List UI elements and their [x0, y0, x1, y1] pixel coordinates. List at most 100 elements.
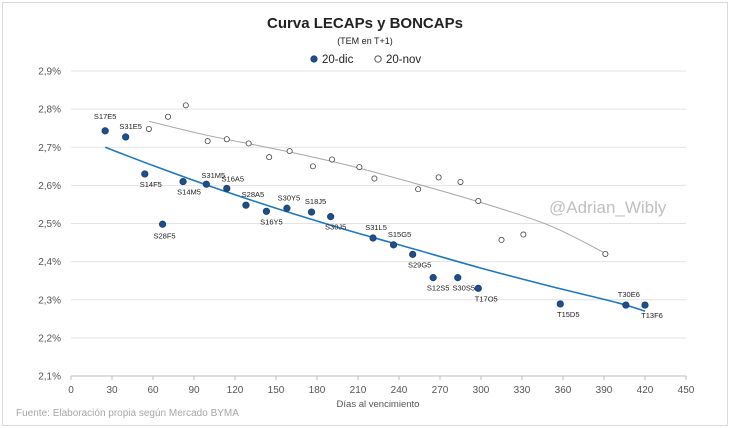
- point-20-dic: [307, 208, 316, 216]
- y-tick-label: 2,1%: [38, 372, 61, 383]
- y-tick-label: 2,2%: [38, 333, 61, 344]
- point-label: S31M5: [201, 171, 225, 180]
- y-tick-label: 2,8%: [38, 105, 61, 116]
- point-label: S14M5: [177, 188, 201, 197]
- point-label: S30J5: [325, 223, 346, 232]
- point-20-dic: [454, 274, 462, 282]
- point-20-nov: [329, 156, 336, 163]
- point-20-dic: [641, 301, 649, 309]
- x-tick-label: 300: [473, 385, 490, 396]
- y-tick-label: 2,9%: [38, 67, 61, 78]
- point-20-dic: [122, 133, 130, 141]
- x-axis-title: Días al vencimiento: [337, 399, 420, 410]
- legend-label-20-nov: 20-nov: [386, 54, 421, 66]
- point-20-nov: [204, 138, 211, 145]
- point-20-nov: [286, 148, 293, 155]
- x-tick-label: 180: [309, 385, 326, 396]
- point-label: S29G5: [408, 260, 431, 269]
- watermark: @Adrian_Wibly: [549, 198, 667, 217]
- point-20-dic: [327, 213, 335, 221]
- x-tick-label: 450: [678, 385, 695, 396]
- y-tick-label: 2,6%: [38, 181, 61, 192]
- data-points: [101, 102, 649, 309]
- point-label: S30Y5: [278, 193, 301, 202]
- source-note: Fuente: Elaboración propia según Mercado…: [16, 408, 239, 419]
- point-20-nov: [371, 175, 378, 182]
- trendline-20-dic: [104, 146, 646, 312]
- legend-label-20-dic: 20-dic: [322, 54, 354, 66]
- point-label: T15D5: [557, 310, 580, 319]
- trendline-20-nov: [148, 120, 606, 254]
- point-20-nov: [266, 154, 273, 161]
- point-label: S18J5: [305, 197, 326, 206]
- legend-marker-20-nov: [374, 55, 382, 63]
- point-20-nov: [165, 113, 172, 120]
- x-tick-label: 60: [147, 385, 159, 396]
- x-tick-label: 210: [350, 385, 367, 396]
- point-20-nov: [223, 136, 230, 143]
- x-tick-label: 390: [596, 385, 613, 396]
- point-20-dic: [223, 184, 231, 193]
- point-20-dic: [262, 207, 271, 215]
- y-tick-label: 2,5%: [38, 219, 61, 230]
- point-20-nov: [602, 250, 609, 257]
- gridlines: [71, 70, 686, 377]
- point-label: S15G5: [388, 230, 411, 239]
- x-tick-label: 240: [391, 385, 408, 396]
- x-tick-label: 330: [514, 385, 531, 396]
- point-label: S28A5: [242, 190, 265, 199]
- point-20-nov: [309, 163, 316, 170]
- point-20-dic: [429, 274, 437, 282]
- point-label: S30S5: [453, 284, 476, 293]
- legend: 20-dic 20-nov: [310, 54, 421, 66]
- point-20-dic: [556, 300, 564, 308]
- point-label: S14F5: [140, 180, 162, 189]
- point-20-dic: [389, 241, 398, 249]
- x-tick-label: 0: [68, 385, 74, 396]
- x-tick-label: 270: [432, 385, 449, 396]
- point-label: T13F6: [641, 311, 663, 320]
- point-20-nov: [475, 198, 482, 205]
- point-label: S31E5: [119, 122, 142, 131]
- point-label: T17O5: [475, 294, 498, 303]
- point-label: T30E6: [618, 290, 640, 299]
- legend-marker-20-dic: [310, 55, 318, 63]
- y-tick-label: 2,4%: [38, 257, 61, 268]
- point-20-nov: [520, 231, 527, 238]
- point-20-nov: [145, 125, 152, 132]
- point-20-nov: [182, 102, 189, 109]
- point-20-dic: [369, 234, 377, 242]
- point-20-dic: [409, 250, 417, 258]
- point-20-dic: [283, 204, 291, 212]
- x-tick-label: 90: [188, 385, 200, 396]
- point-20-dic: [474, 284, 482, 292]
- point-label: S17E5: [94, 112, 117, 121]
- point-20-nov: [457, 178, 464, 185]
- point-20-nov: [498, 236, 505, 243]
- point-label: S16A5: [222, 174, 245, 183]
- point-20-dic: [101, 127, 109, 135]
- point-20-nov: [245, 140, 252, 147]
- point-20-dic: [141, 170, 149, 178]
- point-label: S28F5: [154, 231, 176, 240]
- point-20-nov: [435, 174, 442, 181]
- x-tick-label: 420: [637, 385, 654, 396]
- point-20-dic: [179, 177, 187, 186]
- y-tick-label: 2,3%: [38, 295, 61, 306]
- point-label: S31L5: [365, 223, 387, 232]
- point-20-nov: [356, 164, 363, 171]
- x-tick-label: 150: [268, 385, 285, 396]
- chart-subtitle: (TEM en T+1): [337, 36, 393, 46]
- point-20-dic: [622, 301, 630, 309]
- y-axis-ticks: 2,1% 2,2% 2,3% 2,4% 2,5% 2,6% 2,7% 2,8% 2,9%: [38, 67, 61, 383]
- chart-title: Curva LECAPs y BONCAPs: [267, 15, 463, 32]
- point-20-dic: [242, 201, 250, 209]
- point-20-nov: [415, 186, 422, 193]
- point-label: S16Y5: [260, 217, 283, 226]
- x-tick-label: 360: [555, 385, 572, 396]
- x-tick-label: 30: [106, 385, 118, 396]
- trendlines: [104, 120, 646, 312]
